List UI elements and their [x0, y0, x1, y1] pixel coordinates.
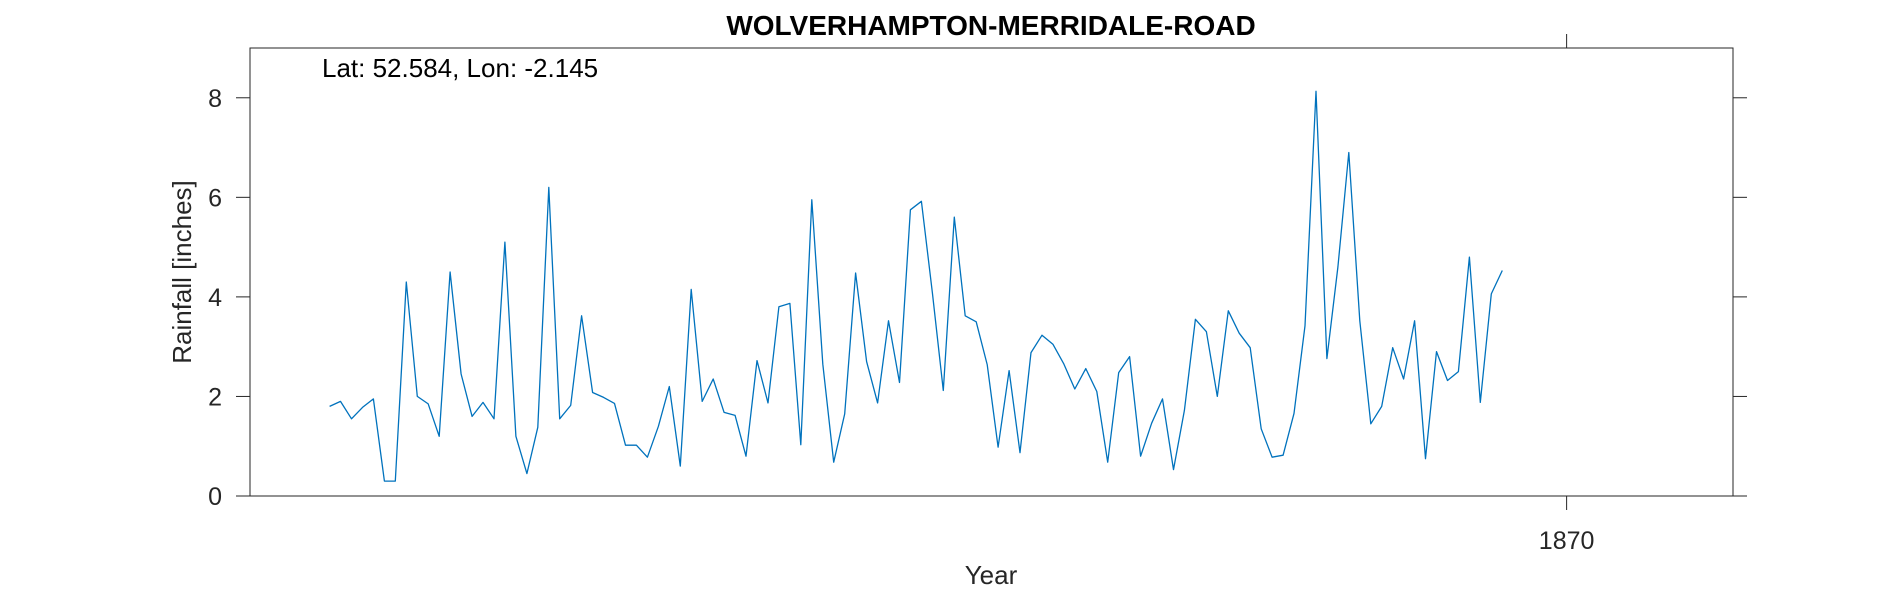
y-tick-label: 8	[208, 85, 222, 113]
plot-area	[249, 47, 1734, 497]
x-axis-label: Year	[965, 560, 1018, 590]
y-tick-label: 4	[208, 284, 222, 312]
x-tick-label: 1870	[1539, 527, 1595, 555]
chart-title: WOLVERHAMPTON-MERRIDALE-ROAD	[726, 10, 1255, 41]
axis-ticks: 0 2 4 6 8 1870	[208, 34, 1747, 555]
rainfall-series-line	[329, 90, 1503, 482]
location-annotation: Lat: 52.584, Lon: -2.145	[322, 53, 598, 83]
y-tick-label: 2	[208, 383, 222, 411]
y-tick-label: 6	[208, 184, 222, 212]
y-tick-label: 0	[208, 483, 222, 511]
y-axis-label: Rainfall [inches]	[167, 180, 197, 364]
